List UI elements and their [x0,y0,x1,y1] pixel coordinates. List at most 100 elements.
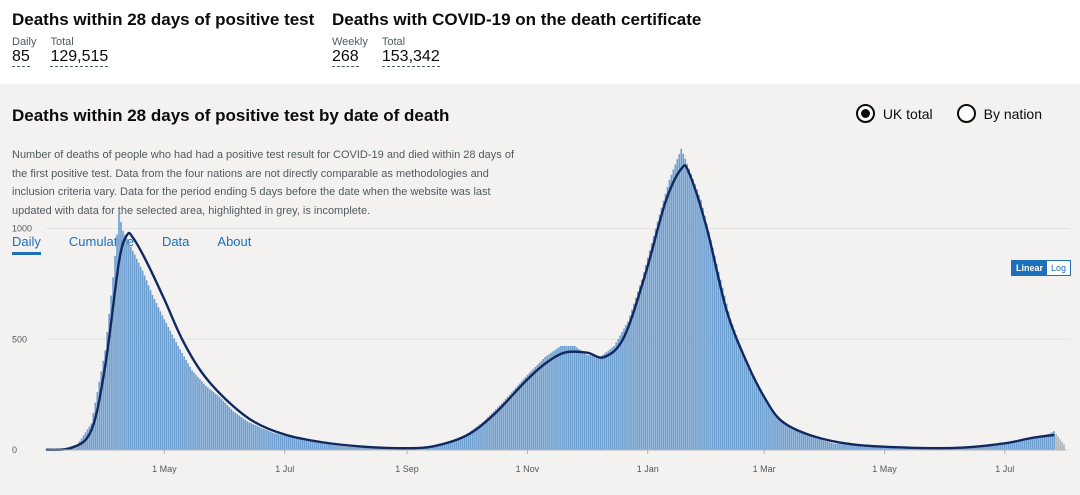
daily-bar [830,442,833,450]
daily-bar [753,376,756,450]
bar-layer [45,148,1065,451]
daily-bar [631,309,633,450]
daily-bar [191,370,193,450]
daily-bar [96,392,99,450]
daily-bar [1025,440,1028,450]
daily-bar [591,355,594,450]
daily-bar [548,354,550,450]
daily-bar [812,437,815,450]
daily-bar [1023,440,1026,450]
daily-bar [875,446,878,450]
daily-bar [110,295,112,450]
x-tick-label: 1 Jul [995,464,1014,474]
daily-bar [808,435,811,450]
radio-by-nation[interactable]: By nation [956,104,1042,123]
daily-bar [708,231,710,450]
daily-bar [644,264,647,450]
daily-bar [131,250,134,450]
daily-bar [228,407,231,450]
daily-bar [323,443,326,450]
daily-bar [441,443,444,450]
daily-bar [538,362,541,450]
daily-bar [784,424,787,450]
daily-bar [725,303,728,450]
daily-bar [560,345,562,450]
daily-bar [126,238,128,450]
daily-bar [370,447,373,450]
metric-value[interactable]: 85 [12,48,30,67]
daily-bar [333,444,335,450]
daily-bar [493,411,495,450]
daily-bar [299,439,302,450]
daily-bar [281,435,284,450]
daily-bar [739,345,742,450]
daily-bar [479,424,481,450]
daily-bar [672,169,675,450]
daily-bar [315,442,318,450]
daily-bar [1017,442,1020,450]
daily-bar [350,446,353,450]
daily-bar [455,438,458,450]
daily-bar [674,164,677,450]
scale-log-button[interactable]: Log [1050,263,1066,273]
metric-value[interactable]: 153,342 [381,48,440,67]
daily-bar [88,426,91,450]
scale-linear-button[interactable]: Linear [1011,261,1047,275]
daily-bar [94,402,97,450]
x-tick-label: 1 May [152,464,177,474]
daily-bar [1037,437,1040,450]
daily-bar [114,255,116,450]
daily-bar [1011,443,1014,450]
daily-bar [873,446,876,450]
x-tick-label: 1 Mar [753,464,776,474]
card-title: Deaths within 28 days of positive test b… [12,106,450,125]
tab-daily[interactable]: Daily [12,234,41,255]
daily-deaths-chart[interactable]: 0 500 1000 1 May 1 Jul 1 Sep 1 Nov 1 Jan 1 Mar 1 … [0,84,1080,495]
daily-bar [964,447,967,450]
daily-bar [181,352,183,450]
daily-bar [530,370,533,450]
daily-bar [850,444,852,450]
daily-bar [218,396,221,450]
daily-bar [240,416,243,450]
daily-bar [485,419,487,450]
daily-bar [992,446,994,450]
daily-bar [706,223,708,450]
daily-bar [1063,444,1065,450]
daily-bar [737,340,740,450]
daily-bar [857,445,860,450]
daily-bar [212,392,215,450]
axis-layer: 0 500 1000 1 May 1 Jul 1 Sep 1 Nov 1 Jan 1 Mar 1 … [12,224,1066,474]
radio-uk-total[interactable]: UK total [855,104,933,123]
metric-value[interactable]: 268 [332,48,359,67]
daily-bar [757,384,760,450]
daily-bar [98,381,101,450]
daily-bar [179,349,181,450]
daily-bar [749,369,752,450]
daily-bar [842,444,844,450]
daily-bar [1029,439,1032,450]
daily-bar [741,350,744,450]
metric-value[interactable]: 129,515 [50,48,109,67]
daily-bar [1000,444,1002,450]
daily-bar [319,442,322,450]
daily-bar [337,445,339,450]
daily-bar [354,447,357,450]
daily-bar [362,447,365,450]
tab-about[interactable]: About [217,234,252,249]
daily-bar [595,356,598,450]
daily-bar [895,447,898,450]
daily-bar [903,447,906,450]
daily-bar [867,446,870,450]
daily-bar [305,440,308,450]
daily-bar [135,258,138,450]
daily-bar [260,427,262,450]
daily-bar [352,447,355,450]
daily-bar [589,355,592,450]
tab-data[interactable]: Data [161,234,190,249]
daily-bar [348,446,351,450]
daily-bar [1033,438,1036,450]
daily-bar [74,445,77,450]
daily-bar [684,158,687,451]
daily-bar [1007,443,1010,450]
